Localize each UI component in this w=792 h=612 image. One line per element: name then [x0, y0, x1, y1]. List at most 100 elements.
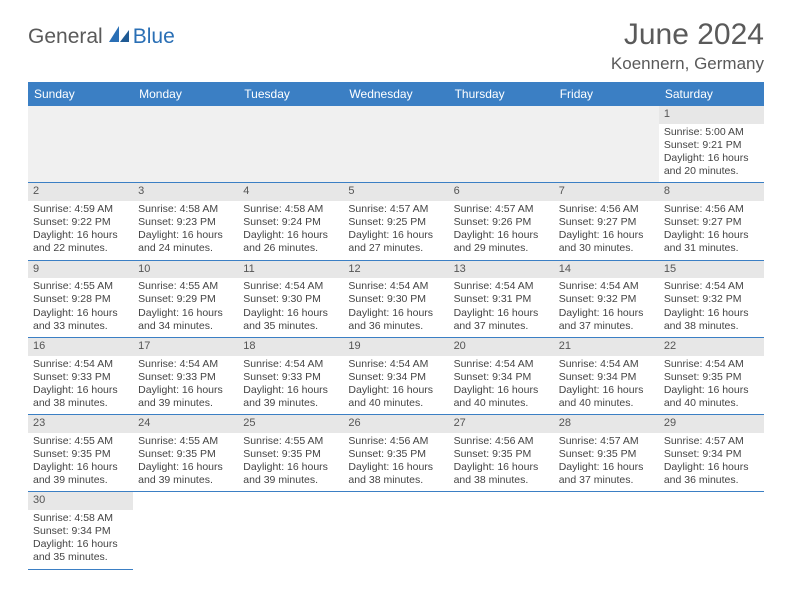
day-number: 20: [449, 338, 554, 356]
day-number: 5: [343, 183, 448, 201]
weekday-header: Monday: [133, 82, 238, 106]
logo-text-general: General: [28, 25, 103, 49]
calendar-cell: 11Sunrise: 4:54 AMSunset: 9:30 PMDayligh…: [238, 260, 343, 337]
calendar-cell: 21Sunrise: 4:54 AMSunset: 9:34 PMDayligh…: [554, 337, 659, 414]
day-details: Sunrise: 4:54 AMSunset: 9:34 PMDaylight:…: [449, 356, 554, 415]
day-details: Sunrise: 4:54 AMSunset: 9:34 PMDaylight:…: [554, 356, 659, 415]
day-number: 1: [659, 106, 764, 124]
day-number: 7: [554, 183, 659, 201]
calendar-cell-empty: [659, 492, 764, 569]
logo-sail-icon: [107, 24, 131, 49]
day-details: Sunrise: 4:54 AMSunset: 9:30 PMDaylight:…: [343, 278, 448, 337]
calendar-cell: 9Sunrise: 4:55 AMSunset: 9:28 PMDaylight…: [28, 260, 133, 337]
calendar-row: 30Sunrise: 4:58 AMSunset: 9:34 PMDayligh…: [28, 492, 764, 569]
calendar-cell-empty: [343, 106, 448, 183]
day-number: 3: [133, 183, 238, 201]
calendar-cell-empty: [238, 492, 343, 569]
day-number: 24: [133, 415, 238, 433]
day-details: Sunrise: 4:55 AMSunset: 9:35 PMDaylight:…: [133, 433, 238, 492]
weekday-header: Wednesday: [343, 82, 448, 106]
day-number: 29: [659, 415, 764, 433]
calendar-row: 16Sunrise: 4:54 AMSunset: 9:33 PMDayligh…: [28, 337, 764, 414]
day-details: Sunrise: 4:54 AMSunset: 9:35 PMDaylight:…: [659, 356, 764, 415]
day-number: 26: [343, 415, 448, 433]
calendar-cell-empty: [28, 106, 133, 183]
day-details: Sunrise: 4:59 AMSunset: 9:22 PMDaylight:…: [28, 201, 133, 260]
day-details: Sunrise: 4:54 AMSunset: 9:31 PMDaylight:…: [449, 278, 554, 337]
day-number: 17: [133, 338, 238, 356]
weekday-header: Tuesday: [238, 82, 343, 106]
calendar-row: 2Sunrise: 4:59 AMSunset: 9:22 PMDaylight…: [28, 183, 764, 260]
calendar-cell-empty: [343, 492, 448, 569]
weekday-header: Saturday: [659, 82, 764, 106]
day-number: 13: [449, 261, 554, 279]
day-details: Sunrise: 4:57 AMSunset: 9:26 PMDaylight:…: [449, 201, 554, 260]
day-number: 22: [659, 338, 764, 356]
day-number: 12: [343, 261, 448, 279]
header: General Blue June 2024 Koennern, Germany: [28, 18, 764, 74]
calendar-table: SundayMondayTuesdayWednesdayThursdayFrid…: [28, 82, 764, 570]
day-details: Sunrise: 4:55 AMSunset: 9:28 PMDaylight:…: [28, 278, 133, 337]
calendar-cell: 6Sunrise: 4:57 AMSunset: 9:26 PMDaylight…: [449, 183, 554, 260]
weekday-header: Thursday: [449, 82, 554, 106]
calendar-cell: 29Sunrise: 4:57 AMSunset: 9:34 PMDayligh…: [659, 415, 764, 492]
calendar-cell-empty: [133, 106, 238, 183]
calendar-cell: 15Sunrise: 4:54 AMSunset: 9:32 PMDayligh…: [659, 260, 764, 337]
day-details: Sunrise: 4:56 AMSunset: 9:27 PMDaylight:…: [554, 201, 659, 260]
day-number: 2: [28, 183, 133, 201]
logo: General Blue: [28, 24, 175, 49]
weekday-header-row: SundayMondayTuesdayWednesdayThursdayFrid…: [28, 82, 764, 106]
weekday-header: Sunday: [28, 82, 133, 106]
day-details: Sunrise: 4:54 AMSunset: 9:33 PMDaylight:…: [133, 356, 238, 415]
calendar-cell: 14Sunrise: 4:54 AMSunset: 9:32 PMDayligh…: [554, 260, 659, 337]
calendar-cell: 5Sunrise: 4:57 AMSunset: 9:25 PMDaylight…: [343, 183, 448, 260]
calendar-cell-empty: [554, 492, 659, 569]
day-number: 21: [554, 338, 659, 356]
day-number: 16: [28, 338, 133, 356]
day-details: Sunrise: 4:54 AMSunset: 9:33 PMDaylight:…: [238, 356, 343, 415]
day-details: Sunrise: 4:58 AMSunset: 9:34 PMDaylight:…: [28, 510, 133, 569]
calendar-cell: 12Sunrise: 4:54 AMSunset: 9:30 PMDayligh…: [343, 260, 448, 337]
day-details: Sunrise: 4:55 AMSunset: 9:35 PMDaylight:…: [28, 433, 133, 492]
weekday-header: Friday: [554, 82, 659, 106]
day-details: Sunrise: 4:57 AMSunset: 9:34 PMDaylight:…: [659, 433, 764, 492]
day-number: 27: [449, 415, 554, 433]
day-details: Sunrise: 4:54 AMSunset: 9:33 PMDaylight:…: [28, 356, 133, 415]
calendar-cell: 23Sunrise: 4:55 AMSunset: 9:35 PMDayligh…: [28, 415, 133, 492]
day-details: Sunrise: 4:54 AMSunset: 9:32 PMDaylight:…: [554, 278, 659, 337]
calendar-cell: 7Sunrise: 4:56 AMSunset: 9:27 PMDaylight…: [554, 183, 659, 260]
calendar-row: 23Sunrise: 4:55 AMSunset: 9:35 PMDayligh…: [28, 415, 764, 492]
calendar-cell-empty: [449, 492, 554, 569]
calendar-cell: 13Sunrise: 4:54 AMSunset: 9:31 PMDayligh…: [449, 260, 554, 337]
day-details: Sunrise: 4:54 AMSunset: 9:34 PMDaylight:…: [343, 356, 448, 415]
calendar-cell: 25Sunrise: 4:55 AMSunset: 9:35 PMDayligh…: [238, 415, 343, 492]
calendar-cell: 10Sunrise: 4:55 AMSunset: 9:29 PMDayligh…: [133, 260, 238, 337]
day-number: 11: [238, 261, 343, 279]
calendar-cell: 2Sunrise: 4:59 AMSunset: 9:22 PMDaylight…: [28, 183, 133, 260]
calendar-cell: 30Sunrise: 4:58 AMSunset: 9:34 PMDayligh…: [28, 492, 133, 569]
day-number: 14: [554, 261, 659, 279]
day-number: 8: [659, 183, 764, 201]
calendar-cell-empty: [449, 106, 554, 183]
day-number: 23: [28, 415, 133, 433]
day-number: 6: [449, 183, 554, 201]
calendar-cell: 22Sunrise: 4:54 AMSunset: 9:35 PMDayligh…: [659, 337, 764, 414]
calendar-cell: 8Sunrise: 4:56 AMSunset: 9:27 PMDaylight…: [659, 183, 764, 260]
calendar-cell: 3Sunrise: 4:58 AMSunset: 9:23 PMDaylight…: [133, 183, 238, 260]
calendar-cell-empty: [133, 492, 238, 569]
calendar-cell: 19Sunrise: 4:54 AMSunset: 9:34 PMDayligh…: [343, 337, 448, 414]
calendar-cell: 4Sunrise: 4:58 AMSunset: 9:24 PMDaylight…: [238, 183, 343, 260]
page-title: June 2024: [611, 18, 764, 52]
day-number: 9: [28, 261, 133, 279]
calendar-cell: 26Sunrise: 4:56 AMSunset: 9:35 PMDayligh…: [343, 415, 448, 492]
calendar-cell: 1Sunrise: 5:00 AMSunset: 9:21 PMDaylight…: [659, 106, 764, 183]
calendar-cell: 24Sunrise: 4:55 AMSunset: 9:35 PMDayligh…: [133, 415, 238, 492]
calendar-cell: 20Sunrise: 4:54 AMSunset: 9:34 PMDayligh…: [449, 337, 554, 414]
calendar-cell: 18Sunrise: 4:54 AMSunset: 9:33 PMDayligh…: [238, 337, 343, 414]
day-details: Sunrise: 4:58 AMSunset: 9:24 PMDaylight:…: [238, 201, 343, 260]
day-number: 19: [343, 338, 448, 356]
calendar-cell-empty: [554, 106, 659, 183]
calendar-cell: 27Sunrise: 4:56 AMSunset: 9:35 PMDayligh…: [449, 415, 554, 492]
day-details: Sunrise: 4:55 AMSunset: 9:29 PMDaylight:…: [133, 278, 238, 337]
day-number: 25: [238, 415, 343, 433]
